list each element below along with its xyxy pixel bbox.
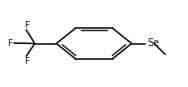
- Text: Se: Se: [148, 39, 160, 48]
- Text: F: F: [7, 39, 13, 48]
- Text: F: F: [24, 21, 29, 30]
- Text: F: F: [24, 57, 29, 66]
